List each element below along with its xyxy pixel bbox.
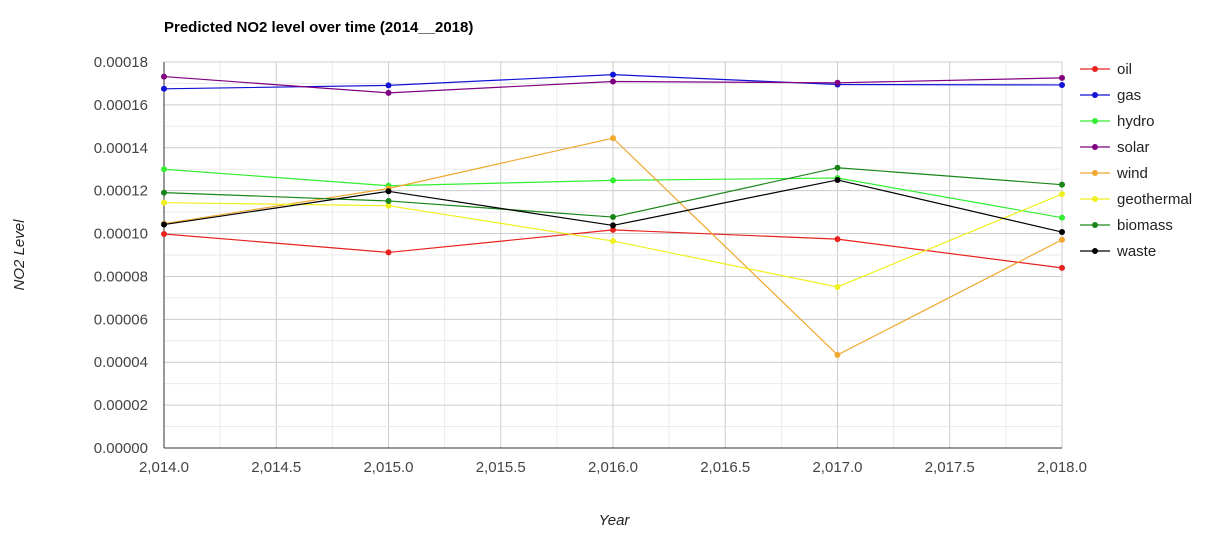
x-axis-label: Year (599, 512, 631, 529)
data-point-solar (1059, 74, 1065, 81)
data-point-oil (834, 236, 841, 243)
data-point-oil (610, 226, 616, 233)
data-point-biomass (610, 214, 616, 221)
y-tick-label: 0.00016 (94, 97, 148, 114)
data-point-waste (1059, 229, 1065, 236)
legend-item-hydro: hydro (1080, 113, 1155, 130)
data-point-oil (385, 249, 392, 256)
series-lines (161, 71, 1065, 358)
data-point-solar (161, 73, 167, 80)
data-point-biomass (834, 164, 841, 171)
legend-swatch-marker (1092, 144, 1098, 150)
data-point-wind (1059, 236, 1065, 243)
x-tick-label: 2,017.0 (812, 459, 862, 476)
x-tick-label: 2,015.5 (476, 459, 526, 476)
legend-swatch-marker (1092, 92, 1098, 98)
axes: 2,014.0 2,014.5 2,015.0 2,015.5 2,016.0 2,016… (94, 54, 1087, 476)
legend-item-solar: solar (1080, 139, 1150, 156)
legend-label: hydro (1117, 113, 1155, 130)
data-point-solar (385, 89, 392, 96)
x-tick-label: 2,016.5 (700, 459, 750, 476)
legend-item-waste: waste (1080, 243, 1156, 260)
data-point-gas (385, 82, 392, 89)
data-point-geothermal (610, 238, 616, 245)
y-tick-label: 0.00008 (94, 268, 148, 285)
data-point-solar (610, 78, 616, 85)
y-tick-label: 0.00010 (94, 226, 148, 243)
data-point-waste (610, 222, 616, 229)
y-tick-label: 0.00004 (94, 354, 148, 371)
legend-label: biomass (1117, 217, 1173, 234)
legend-item-biomass: biomass (1080, 217, 1173, 234)
data-point-gas (610, 71, 616, 78)
data-point-biomass (385, 197, 392, 204)
x-tick-label: 2,018.0 (1037, 459, 1087, 476)
y-tick-label: 0.00006 (94, 311, 148, 328)
legend-label: gas (1117, 87, 1141, 104)
data-point-hydro (1059, 214, 1065, 221)
x-tick-label: 2,015.0 (363, 459, 413, 476)
y-tick-label: 0.00012 (94, 183, 148, 200)
legend-label: oil (1117, 61, 1132, 78)
legend-label: geothermal (1117, 191, 1192, 208)
data-point-waste (385, 188, 392, 195)
data-point-geothermal (385, 202, 392, 209)
legend-swatch-marker (1092, 118, 1098, 124)
data-point-hydro (161, 166, 167, 173)
y-tick-label: 0.00000 (94, 440, 148, 457)
data-point-geothermal (834, 283, 841, 290)
legend-item-gas: gas (1080, 87, 1141, 104)
legend-swatch-marker (1092, 222, 1098, 228)
legend-swatch-marker (1092, 196, 1098, 202)
legend-item-oil: oil (1080, 61, 1132, 78)
data-point-geothermal (161, 199, 167, 206)
data-point-wind (610, 135, 616, 142)
data-point-geothermal (1059, 191, 1065, 198)
data-point-oil (1059, 264, 1065, 271)
legend-label: solar (1117, 139, 1150, 156)
x-tick-label: 2,016.0 (588, 459, 638, 476)
data-point-oil (161, 230, 167, 237)
data-point-waste (161, 221, 167, 228)
data-point-waste (834, 176, 841, 183)
data-point-gas (1059, 81, 1065, 88)
y-tick-label: 0.00002 (94, 397, 148, 414)
data-point-wind (834, 351, 841, 358)
legend-label: wind (1116, 165, 1148, 182)
x-tick-label: 2,014.5 (251, 459, 301, 476)
legend-label: waste (1116, 243, 1156, 260)
y-tick-label: 0.00018 (94, 54, 148, 71)
data-point-biomass (1059, 181, 1065, 188)
y-tick-label: 0.00014 (94, 140, 148, 157)
y-axis-label: NO2 Level (11, 219, 28, 291)
data-point-gas (161, 85, 167, 92)
data-point-solar (834, 79, 841, 86)
legend-item-wind: wind (1080, 165, 1148, 182)
data-point-hydro (610, 177, 616, 184)
chart-title: Predicted NO2 level over time (2014__201… (164, 19, 473, 36)
legend-swatch-marker (1092, 248, 1098, 254)
legend-swatch-marker (1092, 66, 1098, 72)
x-tick-label: 2,014.0 (139, 459, 189, 476)
legend-item-geothermal: geothermal (1080, 191, 1192, 208)
x-tick-label: 2,017.5 (925, 459, 975, 476)
legend: oil gas hydro solar wind geothermal biomass was… (1080, 61, 1192, 260)
grid (163, 61, 1063, 449)
legend-swatch-marker (1092, 170, 1098, 176)
data-point-biomass (161, 189, 167, 196)
